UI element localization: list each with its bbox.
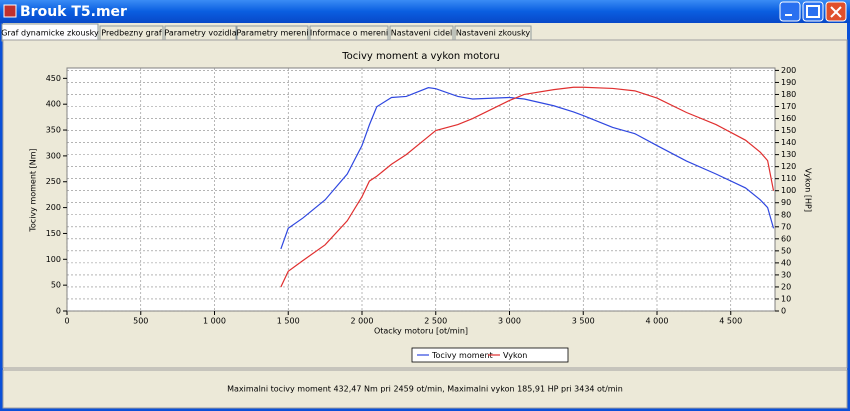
- y2-tick-label: 140: [781, 138, 796, 147]
- y-tick-label: 300: [46, 151, 61, 160]
- y2-tick-label: 100: [781, 186, 796, 195]
- status-panel: [2, 369, 848, 409]
- tab-label: Parametry mereni: [236, 29, 308, 38]
- x-tick-label: 3 000: [498, 317, 521, 326]
- x-tick-label: 1 500: [277, 317, 300, 326]
- y-tick-label: 350: [46, 126, 61, 135]
- y-tick-label: 100: [46, 255, 61, 264]
- status-text: Maximalni tocivy moment 432,47 Nm pri 24…: [227, 385, 623, 394]
- y2-tick-label: 50: [781, 246, 791, 255]
- y2-tick-label: 90: [781, 198, 791, 207]
- tab-label: Parametry vozidla: [164, 29, 236, 38]
- data-line: [280, 86, 775, 288]
- x-tick-label: 4 000: [646, 317, 669, 326]
- x-axis-title: Otacky motoru [ot/min]: [374, 327, 468, 336]
- y2-tick-label: 160: [781, 114, 796, 123]
- x-tick-label: 3 500: [572, 317, 595, 326]
- title-bar: [0, 0, 850, 23]
- minimize-button[interactable]: [779, 1, 801, 22]
- y2-tick-label: 20: [781, 282, 791, 291]
- x-tick-label: 500: [133, 317, 148, 326]
- x-tick-label: 0: [64, 317, 69, 326]
- y2-tick-label: 180: [781, 90, 796, 99]
- y2-tick-label: 150: [781, 126, 796, 135]
- chart-title: Tocivy moment a vykon motoru: [341, 51, 500, 62]
- close-icon: [830, 6, 842, 18]
- y-tick-label: 250: [46, 177, 61, 186]
- y-axis-title: Tocivy moment [Nm]: [29, 148, 38, 232]
- legend-label: Tocivy moment: [431, 351, 493, 360]
- x-tick-label: 2 500: [424, 317, 447, 326]
- y2-tick-label: 190: [781, 78, 796, 87]
- tab-label: Informace o mereni: [310, 29, 388, 38]
- y2-tick-label: 30: [781, 270, 791, 279]
- y-tick-label: 450: [46, 74, 61, 83]
- y2-tick-label: 110: [781, 174, 796, 183]
- y2-tick-label: 70: [781, 222, 791, 231]
- y2-tick-label: 170: [781, 102, 796, 111]
- y2-tick-label: 60: [781, 234, 791, 243]
- maximize-icon: [806, 5, 820, 18]
- y2-tick-label: 200: [781, 66, 796, 75]
- tab-label: Nastaveni zkousky: [456, 29, 531, 38]
- y-tick-label: 400: [46, 100, 61, 109]
- y2-axis-title: Vykon [HP]: [804, 168, 813, 212]
- tab-strip: Graf dynamicke zkousky Predbezny graf Para…: [1, 23, 532, 42]
- y2-tick-label: 0: [781, 307, 786, 316]
- y-tick-label: 50: [51, 281, 61, 290]
- tab-label: Nastaveni cidel: [391, 29, 452, 38]
- app-icon: [3, 4, 17, 18]
- y2-tick-label: 40: [781, 258, 791, 267]
- y2-tick-label: 130: [781, 150, 796, 159]
- y2-tick-label: 120: [781, 162, 796, 171]
- data-line: [280, 87, 775, 250]
- y-tick-label: 150: [46, 229, 61, 238]
- y-tick-label: 200: [46, 203, 61, 212]
- y2-tick-label: 80: [781, 210, 791, 219]
- window-title: Brouk T5.mer: [20, 4, 127, 20]
- x-tick-label: 4 500: [719, 317, 742, 326]
- x-tick-label: 2 000: [351, 317, 374, 326]
- legend-label: Vykon: [503, 351, 527, 360]
- tab-label: Graf dynamicke zkousky: [1, 29, 99, 38]
- minimize-icon: [785, 14, 792, 16]
- tab-label: Predbezny graf: [101, 29, 162, 38]
- x-tick-label: 1 000: [203, 317, 226, 326]
- y2-tick-label: 10: [781, 294, 791, 303]
- y-tick-label: 0: [56, 307, 61, 316]
